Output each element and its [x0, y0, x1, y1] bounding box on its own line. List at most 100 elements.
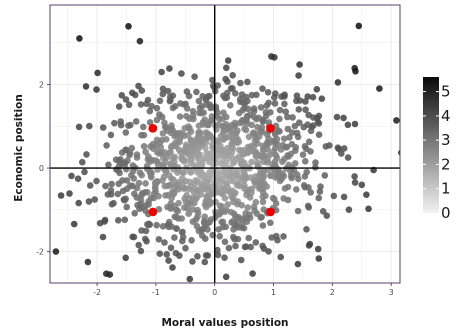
data-point — [240, 167, 248, 175]
data-point — [153, 104, 161, 112]
data-point — [167, 149, 174, 156]
data-point — [108, 201, 116, 208]
data-point — [291, 160, 299, 167]
data-point — [260, 172, 268, 180]
data-point — [344, 154, 352, 161]
legend-label: 4 — [441, 107, 451, 125]
data-point — [135, 241, 142, 249]
data-point — [142, 180, 149, 187]
data-point — [323, 212, 331, 219]
data-point — [163, 251, 170, 258]
data-point — [136, 37, 144, 45]
data-point — [351, 179, 359, 186]
data-point — [252, 239, 260, 246]
data-point — [70, 220, 78, 228]
data-point — [203, 132, 210, 140]
data-point — [286, 134, 293, 141]
data-point — [229, 72, 236, 79]
data-point — [76, 35, 83, 42]
data-point — [146, 119, 154, 126]
data-point — [111, 119, 118, 127]
data-point — [170, 166, 177, 173]
y-axis-title: Economic position — [13, 94, 25, 202]
data-point — [159, 130, 167, 137]
data-point — [161, 182, 169, 190]
data-point — [174, 137, 182, 145]
data-point — [178, 70, 185, 77]
data-point — [190, 115, 197, 123]
data-point — [166, 65, 173, 72]
data-point — [234, 224, 242, 231]
data-point — [159, 90, 167, 98]
data-point — [153, 179, 160, 187]
data-point — [136, 169, 144, 176]
data-point — [247, 174, 254, 181]
data-point — [253, 135, 260, 143]
data-point — [185, 123, 192, 130]
data-point — [210, 190, 217, 198]
data-point — [158, 68, 165, 76]
data-point — [52, 248, 60, 255]
data-point — [241, 125, 248, 133]
data-point — [365, 205, 372, 213]
data-point — [162, 159, 169, 166]
data-point — [280, 233, 287, 240]
data-point — [276, 106, 284, 114]
data-point — [293, 92, 301, 99]
data-point — [140, 143, 148, 150]
data-point — [235, 146, 243, 154]
data-point — [221, 238, 229, 246]
data-point — [281, 100, 288, 108]
data-point — [94, 69, 101, 77]
data-point — [165, 257, 172, 264]
data-point — [247, 243, 254, 251]
data-point — [168, 223, 175, 230]
data-point — [108, 180, 115, 188]
data-point — [259, 142, 267, 150]
x-tick-label: -1 — [152, 288, 160, 297]
data-point — [242, 117, 250, 124]
data-point — [284, 125, 292, 133]
data-point — [221, 194, 229, 202]
legend-label: 5 — [441, 83, 451, 101]
data-point — [303, 168, 311, 176]
data-point — [314, 245, 322, 253]
data-point — [233, 129, 240, 137]
data-point — [171, 103, 179, 110]
data-point — [279, 158, 286, 165]
data-point — [219, 122, 227, 130]
data-point — [194, 150, 202, 158]
data-point — [164, 87, 172, 95]
data-point — [271, 158, 279, 166]
data-point — [274, 172, 281, 180]
data-point — [280, 172, 288, 180]
data-point — [393, 117, 400, 124]
data-point — [244, 204, 252, 211]
data-point — [115, 217, 122, 224]
data-point — [209, 76, 216, 84]
data-point — [182, 291, 189, 298]
data-point — [249, 130, 257, 137]
data-point — [252, 198, 260, 206]
data-point — [158, 113, 166, 121]
data-point — [398, 149, 400, 156]
x-tick-label: -2 — [93, 288, 101, 297]
data-point — [186, 275, 194, 283]
data-point — [129, 167, 137, 175]
data-point — [289, 114, 296, 121]
data-point — [223, 181, 230, 188]
data-point — [321, 172, 329, 179]
data-point — [204, 121, 211, 129]
data-point — [198, 232, 206, 239]
data-point — [169, 264, 176, 271]
data-point — [282, 108, 290, 115]
data-point — [130, 233, 138, 241]
data-point — [122, 254, 129, 262]
data-point — [281, 185, 289, 192]
data-point — [107, 187, 115, 194]
data-point — [241, 185, 248, 192]
data-point — [196, 104, 204, 112]
data-point — [183, 88, 191, 95]
data-point — [159, 223, 167, 230]
data-point — [141, 235, 149, 243]
